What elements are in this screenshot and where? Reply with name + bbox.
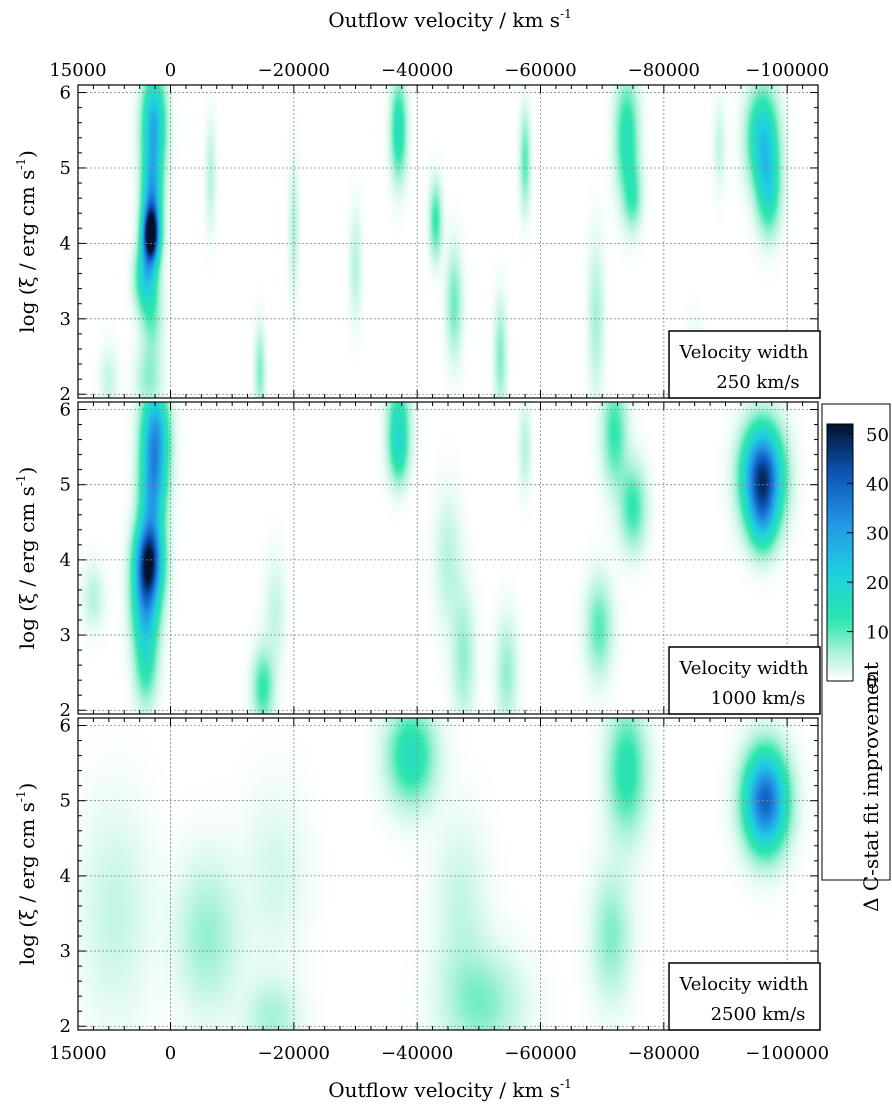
y-tick-label: 5 bbox=[60, 158, 71, 179]
y-tick-label: 4 bbox=[60, 866, 71, 887]
y-tick-label: 6 bbox=[60, 716, 71, 737]
y-tick-label: 3 bbox=[60, 941, 71, 962]
bottom-x-tick-label: −100000 bbox=[745, 1043, 829, 1064]
top-x-axis-title: Outflow velocity / km s-1 bbox=[328, 7, 572, 32]
colorbar-tick-label: 10 bbox=[866, 623, 889, 644]
grid-lines bbox=[78, 402, 818, 714]
bottom-x-tick-label: −20000 bbox=[258, 1043, 330, 1064]
y-tick-label: 6 bbox=[60, 400, 71, 421]
velocity-width-label: Velocity width bbox=[678, 658, 808, 679]
velocity-width-box: Velocity width 2500 km/s bbox=[668, 962, 821, 1031]
bottom-x-tick-label: 0 bbox=[165, 1043, 176, 1064]
y-tick-label: 4 bbox=[60, 550, 71, 571]
top-x-tick-label: −80000 bbox=[628, 60, 700, 81]
velocity-width-box: Velocity width 250 km/s bbox=[668, 330, 821, 399]
top-x-tick-label: −40000 bbox=[381, 60, 453, 81]
colorbar-title: Δ C-stat fit improvement bbox=[859, 662, 883, 912]
top-x-tick-label: −60000 bbox=[504, 60, 576, 81]
colorbar-tick-label: 40 bbox=[866, 474, 889, 495]
bottom-x-tick-label: −80000 bbox=[628, 1043, 700, 1064]
y-tick-label: 4 bbox=[60, 233, 71, 254]
top-x-tick-labels: 15000 0 −20000 −40000 −60000 −80000 −100000 bbox=[49, 60, 829, 81]
panel-2: 2 3 4 5 6 log (ξ / erg cm s-1) Velocity width 1… bbox=[14, 400, 821, 721]
y-tick-label: 2 bbox=[60, 700, 71, 721]
velocity-width-box: Velocity width 1000 km/s bbox=[668, 646, 821, 715]
y-tick-label: 6 bbox=[60, 83, 71, 104]
colorbar-tick-label: 0 bbox=[866, 672, 877, 693]
panel-3: 2 3 4 5 6 log (ξ / erg cm s-1) Velocity width 2… bbox=[14, 716, 821, 1037]
bottom-x-tick-label: 15000 bbox=[49, 1043, 106, 1064]
colorbar-tick-label: 30 bbox=[866, 524, 889, 545]
top-x-tick-label: −20000 bbox=[258, 60, 330, 81]
colorbar-ticks: 0 10 20 30 40 50 bbox=[847, 425, 889, 693]
y-tick-label: 3 bbox=[60, 625, 71, 646]
velocity-width-label: Velocity width bbox=[678, 342, 808, 363]
bottom-x-tick-label: −40000 bbox=[381, 1043, 453, 1064]
colorbar-ramp bbox=[826, 423, 854, 682]
y-axis-title: log (ξ / erg cm s-1) bbox=[14, 783, 39, 966]
velocity-width-value: 2500 km/s bbox=[711, 1004, 806, 1025]
bottom-x-tick-labels: 15000 0 −20000 −40000 −60000 −80000 −100000 bbox=[49, 1043, 829, 1064]
bottom-x-tick-label: −60000 bbox=[504, 1043, 576, 1064]
top-x-tick-label: −100000 bbox=[745, 60, 829, 81]
y-tick-label: 2 bbox=[60, 384, 71, 405]
colorbar-tick-label: 50 bbox=[866, 425, 889, 446]
panel-1: 2 3 4 5 6 log (ξ / erg cm s-1) Velocity width 2… bbox=[14, 83, 821, 405]
colorbar-tick-label: 20 bbox=[866, 573, 889, 594]
velocity-width-value: 1000 km/s bbox=[711, 688, 806, 709]
y-axis-title: log (ξ / erg cm s-1) bbox=[14, 467, 39, 650]
y-tick-label: 5 bbox=[60, 475, 71, 496]
velocity-width-label: Velocity width bbox=[678, 974, 808, 995]
y-tick-label: 2 bbox=[60, 1016, 71, 1037]
top-x-tick-label: 15000 bbox=[49, 60, 106, 81]
top-x-tick-label: 0 bbox=[165, 60, 176, 81]
velocity-width-value: 250 km/s bbox=[716, 372, 799, 393]
y-axis-title: log (ξ / erg cm s-1) bbox=[14, 150, 39, 333]
bottom-x-axis-title: Outflow velocity / km s-1 bbox=[328, 1077, 572, 1102]
colorbar: 0 10 20 30 40 50 Δ C-stat fit improvement bbox=[821, 403, 891, 912]
y-tick-label: 5 bbox=[60, 791, 71, 812]
grid-lines bbox=[78, 85, 818, 398]
y-tick-label: 3 bbox=[60, 309, 71, 330]
